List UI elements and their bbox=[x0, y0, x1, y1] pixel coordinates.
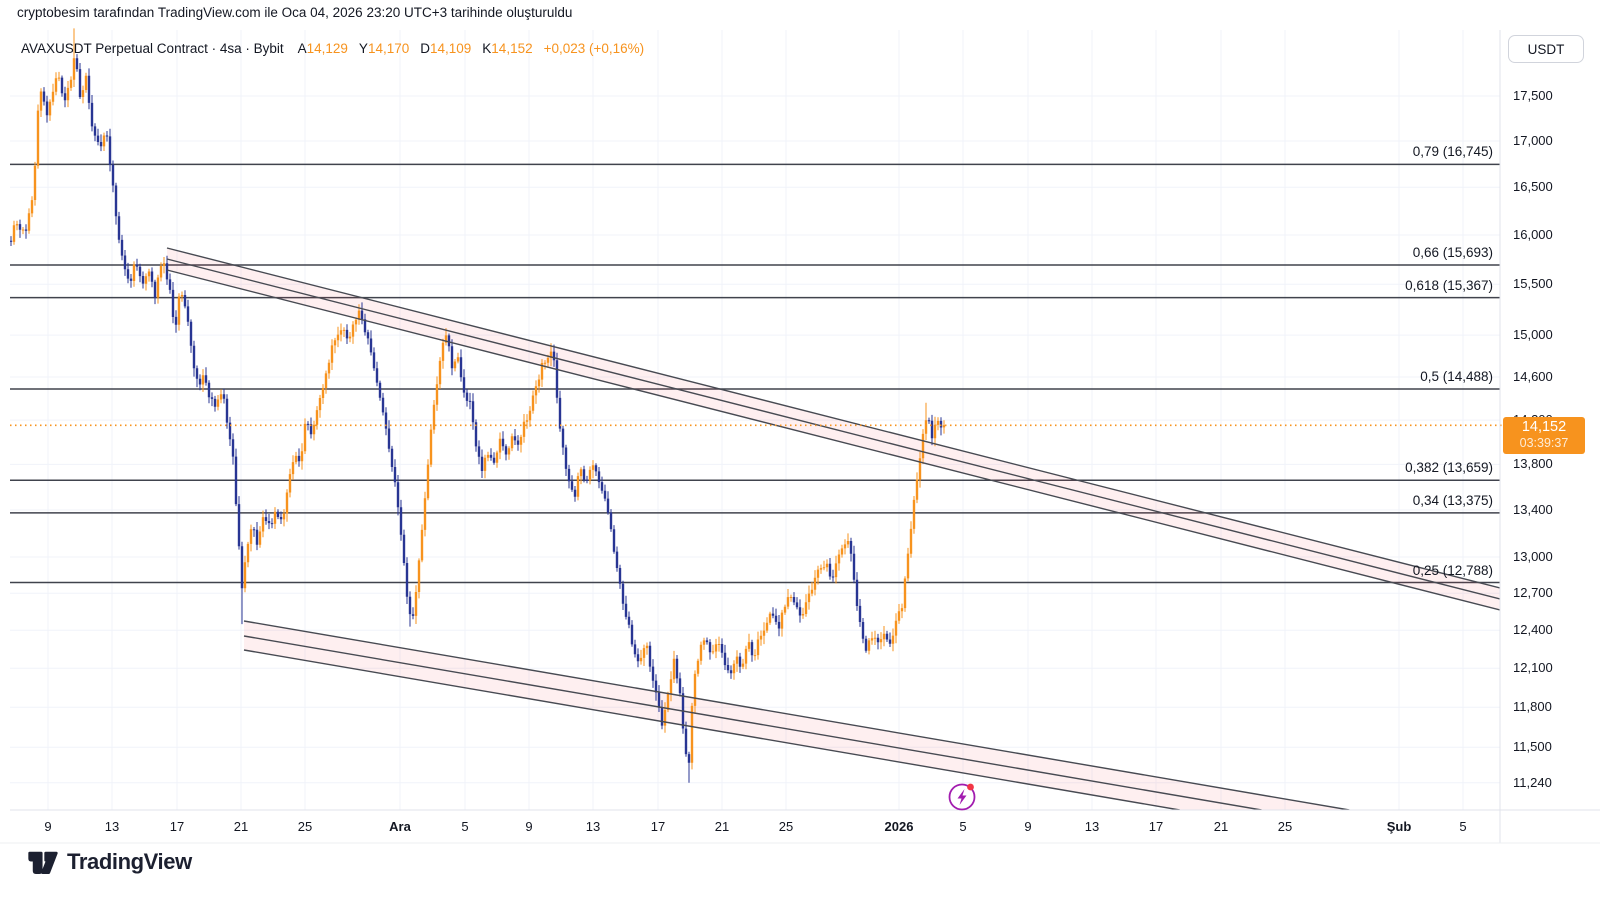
fib-retracement-lines[interactable] bbox=[10, 163, 1500, 584]
time-tick-9[interactable]: 9 bbox=[1024, 819, 1032, 834]
candle-bodies-up bbox=[12, 58, 946, 763]
time-tick-25[interactable]: 25 bbox=[1277, 819, 1293, 834]
price-tick-15,000[interactable]: 15,000 bbox=[1513, 327, 1553, 342]
price-tick-14,600[interactable]: 14,600 bbox=[1513, 369, 1553, 384]
time-tick-9[interactable]: 9 bbox=[525, 819, 533, 834]
time-tick-Şub[interactable]: Şub bbox=[1386, 819, 1412, 834]
time-tick-17[interactable]: 17 bbox=[650, 819, 666, 834]
fib-label-0,25: 0,25 (12,788) bbox=[1412, 563, 1493, 578]
price-tick-12,400[interactable]: 12,400 bbox=[1513, 622, 1553, 637]
price-tick-16,000[interactable]: 16,000 bbox=[1513, 227, 1553, 242]
price-tick-13,400[interactable]: 13,400 bbox=[1513, 502, 1553, 517]
time-tick-9[interactable]: 9 bbox=[44, 819, 52, 834]
tradingview-logo-text: TradingView bbox=[67, 849, 192, 874]
price-tick-11,240[interactable]: 11,240 bbox=[1513, 775, 1552, 790]
candle-bodies-down bbox=[10, 58, 943, 763]
time-tick-21[interactable]: 21 bbox=[1213, 819, 1229, 834]
price-tick-16,500[interactable]: 16,500 bbox=[1513, 179, 1553, 194]
symbol-header: AVAXUSDT Perpetual Contract · 4sa · Bybi… bbox=[21, 41, 644, 56]
price-tick-12,100[interactable]: 12,100 bbox=[1513, 660, 1553, 675]
tradingview-logo-glyph bbox=[28, 851, 58, 874]
time-tick-21[interactable]: 21 bbox=[233, 819, 249, 834]
price-tick-17,500[interactable]: 17,500 bbox=[1513, 88, 1553, 103]
time-tick-13[interactable]: 13 bbox=[104, 819, 120, 834]
attribution-text: cryptobesim tarafından TradingView.com i… bbox=[17, 5, 573, 20]
ohlc-low: D14,109 bbox=[420, 41, 472, 56]
time-tick-13[interactable]: 13 bbox=[1084, 819, 1100, 834]
time-tick-5[interactable]: 5 bbox=[1459, 819, 1467, 834]
time-tick-Ara[interactable]: Ara bbox=[389, 819, 411, 834]
price-tick-15,500[interactable]: 15,500 bbox=[1513, 276, 1553, 291]
time-tick-5[interactable]: 5 bbox=[959, 819, 967, 834]
fib-label-0,66: 0,66 (15,693) bbox=[1412, 245, 1493, 260]
bar-countdown: 03:39:37 bbox=[1519, 436, 1569, 450]
ohlc-open: A14,129 bbox=[297, 41, 348, 56]
price-tick-11,500[interactable]: 11,500 bbox=[1513, 739, 1552, 754]
fib-label-0,382: 0,382 (13,659) bbox=[1405, 460, 1493, 475]
candlestick-series bbox=[10, 28, 946, 783]
time-tick-13[interactable]: 13 bbox=[585, 819, 601, 834]
fib-label-0,34: 0,34 (13,375) bbox=[1412, 493, 1493, 508]
ohlc-high: Y14,170 bbox=[358, 41, 410, 56]
time-tick-17[interactable]: 17 bbox=[169, 819, 185, 834]
current-price-value: 14,152 bbox=[1521, 419, 1567, 435]
time-tick-21[interactable]: 21 bbox=[714, 819, 730, 834]
candle-wicks-up bbox=[13, 28, 945, 770]
time-tick-17[interactable]: 17 bbox=[1148, 819, 1164, 834]
currency-toggle-button[interactable]: USDT bbox=[1508, 35, 1584, 63]
price-change: +0,023 (+0,16%) bbox=[543, 41, 645, 56]
tradingview-logo[interactable]: TradingView bbox=[27, 847, 192, 877]
price-tick-13,000[interactable]: 13,000 bbox=[1513, 549, 1553, 564]
grid-lines bbox=[10, 30, 1500, 810]
price-tick-12,700[interactable]: 12,700 bbox=[1513, 585, 1553, 600]
fib-label-0,618: 0,618 (15,367) bbox=[1405, 278, 1493, 293]
fib-label-0,79: 0,79 (16,745) bbox=[1412, 144, 1493, 159]
current-price-badge: 14,152 03:39:37 bbox=[1503, 417, 1585, 454]
lightning-event-icon[interactable] bbox=[948, 783, 976, 811]
fib-label-0,5: 0,5 (14,488) bbox=[1420, 369, 1493, 384]
price-tick-11,800[interactable]: 11,800 bbox=[1513, 699, 1552, 714]
time-tick-2026[interactable]: 2026 bbox=[884, 819, 914, 834]
time-tick-25[interactable]: 25 bbox=[778, 819, 794, 834]
axis-borders bbox=[0, 30, 1600, 844]
time-tick-5[interactable]: 5 bbox=[461, 819, 469, 834]
ohlc-close: K14,152 bbox=[482, 41, 533, 56]
channel-trendlines[interactable] bbox=[166, 247, 1500, 810]
symbol-title[interactable]: AVAXUSDT Perpetual Contract · 4sa · Bybi… bbox=[21, 41, 284, 56]
price-tick-17,000[interactable]: 17,000 bbox=[1513, 133, 1553, 148]
time-tick-25[interactable]: 25 bbox=[297, 819, 313, 834]
price-tick-13,800[interactable]: 13,800 bbox=[1513, 456, 1553, 471]
